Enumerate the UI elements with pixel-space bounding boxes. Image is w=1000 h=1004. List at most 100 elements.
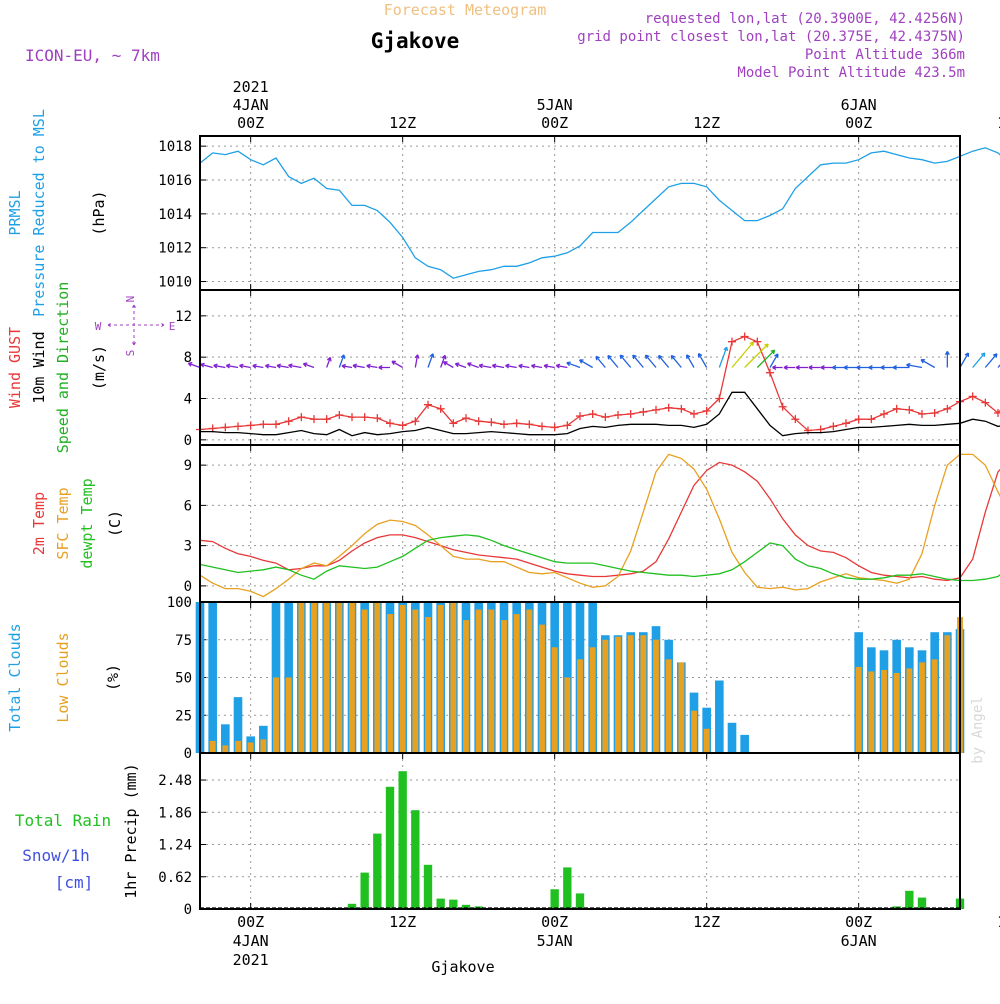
bar <box>336 602 343 753</box>
wind-arrow <box>341 363 353 369</box>
bar <box>550 889 559 909</box>
bar <box>449 899 458 909</box>
wind-arrow <box>440 354 447 368</box>
gust-marker <box>246 421 255 430</box>
panel-frame <box>199 135 961 291</box>
gust-marker <box>867 415 876 424</box>
bar <box>437 605 444 753</box>
bar <box>575 893 585 909</box>
gust-marker <box>766 368 774 377</box>
y-tick-label: 0 <box>184 579 192 595</box>
gust-marker <box>436 404 445 413</box>
bar <box>387 614 393 753</box>
axis-label: PRMSL <box>6 190 24 235</box>
top-year-label: 2021 <box>233 78 269 96</box>
gust-marker <box>411 417 420 426</box>
bar <box>563 867 572 909</box>
gust-marker <box>322 415 331 424</box>
point-altitude: Point Altitude 366m <box>805 47 965 63</box>
axis-label: Total Clouds <box>6 623 24 731</box>
bar <box>526 609 533 753</box>
wind-arrow <box>718 346 729 368</box>
gust-marker <box>474 417 483 426</box>
gust-marker <box>360 413 369 422</box>
bar <box>539 624 545 753</box>
gust-marker <box>538 422 546 431</box>
watermark: by Angel <box>970 696 986 763</box>
gust-marker <box>778 402 787 411</box>
gust-marker <box>702 406 711 415</box>
compass-n: N <box>124 296 137 303</box>
bar <box>323 602 330 753</box>
gust-marker <box>626 410 635 418</box>
gust-marker <box>576 412 584 421</box>
model-label: ICON-EU, ~ 7km <box>25 46 160 65</box>
bar <box>222 745 229 753</box>
bar <box>208 602 217 753</box>
gust-marker <box>424 400 432 409</box>
wind-arrow <box>378 365 390 370</box>
wind-arrow <box>427 353 435 368</box>
gust-marker <box>968 392 977 401</box>
wind-arrow <box>959 352 970 368</box>
axis-label: 10m Wind <box>30 331 48 403</box>
wind-arrow <box>265 363 277 369</box>
gust-marker <box>386 419 394 428</box>
wind-arrow <box>820 365 834 370</box>
bar <box>463 620 469 753</box>
wind-arrow <box>366 363 378 369</box>
bar <box>627 635 634 753</box>
bar <box>436 898 445 909</box>
wind-arrow <box>944 350 950 368</box>
bar <box>501 620 507 753</box>
location-title: Gjakove <box>371 29 460 53</box>
gust-marker <box>601 413 610 422</box>
y-tick-label: 9 <box>184 458 192 474</box>
y-tick-label: 1012 <box>158 241 192 257</box>
wind-arrow <box>795 365 808 370</box>
y-tick-label: 0 <box>184 433 192 449</box>
bottom-tick-label: 12Z <box>997 913 1000 931</box>
top-date-label: 5JAN <box>537 96 573 114</box>
bar <box>905 890 914 909</box>
wind-arrow <box>808 365 821 370</box>
bottom-tick-label: 00Z <box>541 913 568 931</box>
bottom-date-label: 5JAN <box>537 932 573 950</box>
y-tick-label: 100 <box>167 595 192 611</box>
bar <box>727 722 737 753</box>
axis-label: dewpt Temp <box>78 478 96 568</box>
bar <box>411 810 420 909</box>
bar <box>247 742 254 753</box>
gust-marker <box>880 410 888 418</box>
gust-marker <box>272 420 280 429</box>
bar <box>703 728 710 753</box>
y-tick-label: 1014 <box>158 207 192 223</box>
bottom-date-label: 6JAN <box>841 932 877 950</box>
gust-marker <box>930 408 939 417</box>
series-line <box>199 453 1000 598</box>
bar <box>235 740 241 753</box>
bar <box>374 602 381 753</box>
requested-coords: requested lon,lat (20.3900E, 42.4256N) <box>645 11 965 27</box>
y-tick-label: 3 <box>184 539 192 555</box>
y-tick-label: 0 <box>184 902 192 918</box>
gust-marker <box>487 418 496 427</box>
wind-arrow <box>391 360 403 369</box>
gust-marker <box>690 410 698 418</box>
bar <box>665 659 672 753</box>
wind-arrow <box>225 363 239 369</box>
bar <box>349 602 355 753</box>
wind-arrow <box>644 354 657 368</box>
gust-marker <box>652 405 660 414</box>
axis-label: 2m Temp <box>30 492 48 555</box>
bar <box>221 724 230 753</box>
wind-arrow <box>442 361 454 369</box>
y-tick-label: 1.24 <box>158 838 192 854</box>
bar <box>931 659 938 753</box>
gust-marker <box>449 419 458 428</box>
top-tick-label: 12Z <box>997 114 1000 132</box>
bar <box>273 677 279 753</box>
wind-arrow <box>187 362 201 369</box>
panel-temperature: 0 3 6 9 2m Temp SFC Temp dewpt Temp (C) <box>30 444 1000 603</box>
